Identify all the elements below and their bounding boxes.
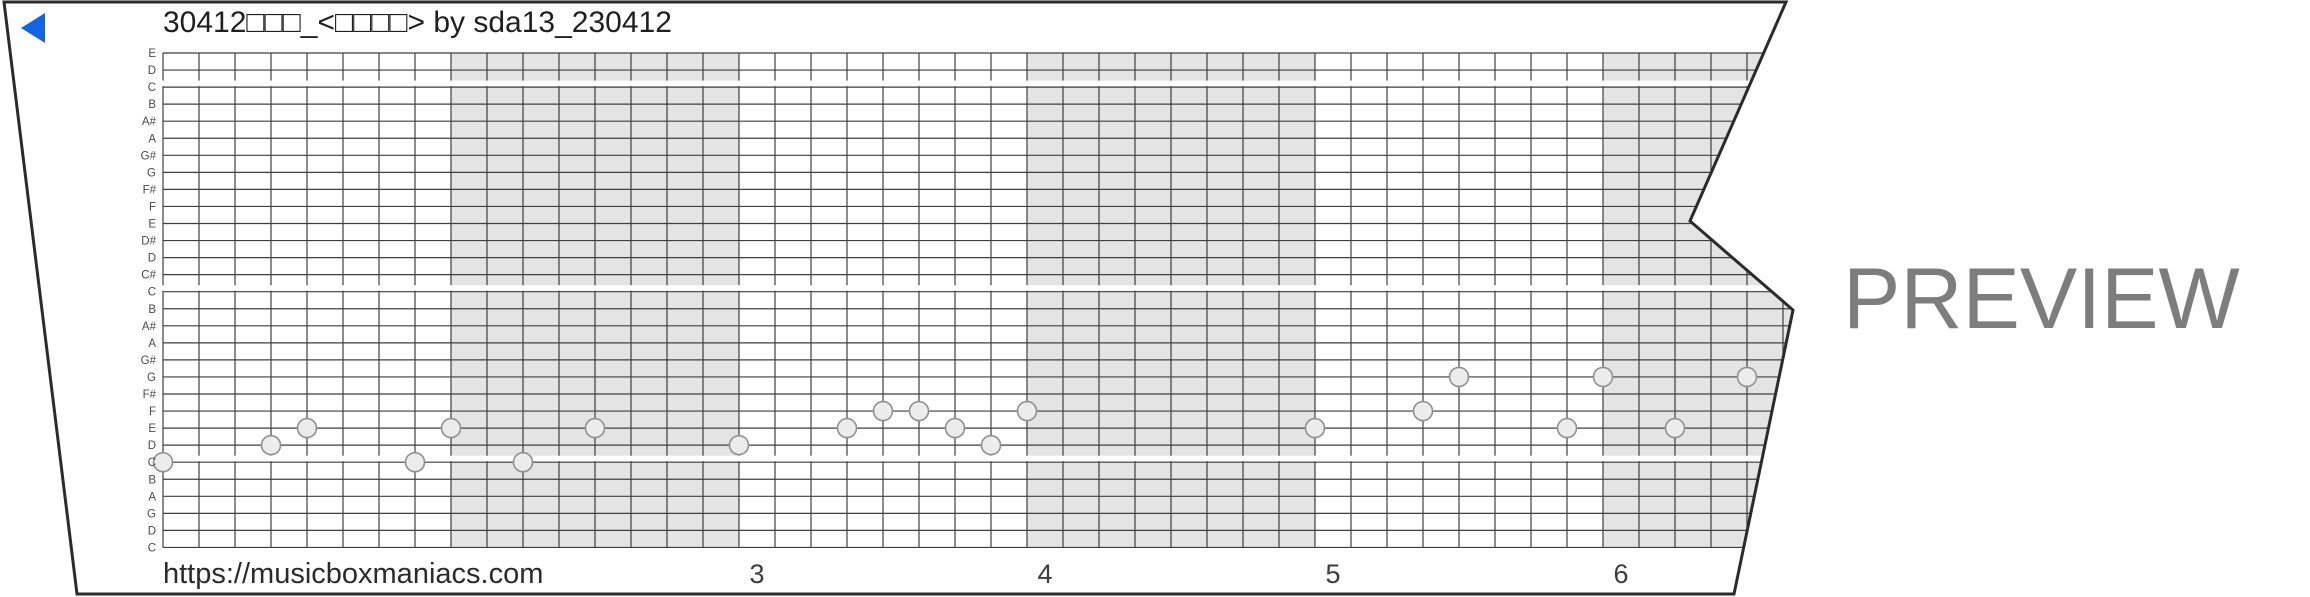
note[interactable] bbox=[260, 434, 282, 456]
note-label: F# bbox=[143, 389, 157, 401]
notes bbox=[152, 366, 1758, 473]
note-label: D bbox=[148, 65, 156, 77]
measure-number: 3 bbox=[749, 559, 764, 589]
note[interactable] bbox=[1304, 417, 1326, 439]
note[interactable] bbox=[1664, 417, 1686, 439]
note-label: C bbox=[148, 82, 156, 94]
grid-horizontal-lines bbox=[163, 52, 1793, 549]
preview-watermark: PREVIEW bbox=[1843, 251, 2240, 347]
note-label: E bbox=[148, 48, 156, 60]
note-label: B bbox=[148, 474, 156, 486]
note[interactable] bbox=[872, 400, 894, 422]
note-label: A# bbox=[142, 116, 157, 128]
note-label: B bbox=[148, 99, 156, 111]
note[interactable] bbox=[980, 434, 1002, 456]
note-label: G bbox=[147, 508, 156, 520]
note[interactable] bbox=[1412, 400, 1434, 422]
note[interactable] bbox=[1592, 366, 1614, 388]
note-label: G bbox=[147, 167, 156, 179]
note[interactable] bbox=[404, 451, 426, 473]
back-icon[interactable] bbox=[21, 13, 45, 43]
octave-gap bbox=[161, 455, 1793, 462]
octave-gap bbox=[161, 80, 1793, 87]
note-label: A bbox=[148, 491, 156, 503]
note-label: C# bbox=[141, 270, 156, 282]
note[interactable] bbox=[944, 417, 966, 439]
note-label: E bbox=[148, 219, 156, 231]
note-label: A bbox=[148, 133, 156, 145]
measure-number: 5 bbox=[1325, 559, 1340, 589]
strip-title: 30412□□□_<□□□□> by sda13_230412 bbox=[163, 6, 672, 39]
octave-gap bbox=[161, 285, 1793, 291]
measure-numbers: 3 4 5 6 bbox=[749, 559, 1628, 589]
note[interactable] bbox=[1556, 417, 1578, 439]
measure-number: 4 bbox=[1037, 559, 1052, 589]
note-label: D bbox=[148, 253, 156, 265]
note-label: F bbox=[149, 201, 156, 213]
note[interactable] bbox=[512, 451, 534, 473]
note[interactable] bbox=[728, 434, 750, 456]
note[interactable] bbox=[1448, 366, 1470, 388]
note[interactable] bbox=[1016, 400, 1038, 422]
site-url[interactable]: https://musicboxmaniacs.com bbox=[163, 558, 543, 590]
note[interactable] bbox=[152, 451, 174, 473]
measure-number: 6 bbox=[1613, 559, 1628, 589]
strip-border bbox=[2, 0, 1795, 596]
note[interactable] bbox=[836, 417, 858, 439]
note[interactable] bbox=[440, 417, 462, 439]
note-label: D# bbox=[141, 236, 156, 248]
note[interactable] bbox=[296, 417, 318, 439]
note-label: D bbox=[148, 440, 156, 452]
note-label: D bbox=[148, 525, 156, 537]
note-label: A# bbox=[142, 321, 157, 333]
note-label: B bbox=[148, 304, 156, 316]
note-label: G# bbox=[141, 355, 157, 367]
note[interactable] bbox=[1736, 366, 1758, 388]
note[interactable] bbox=[584, 417, 606, 439]
octave-gap-bands bbox=[161, 80, 1793, 462]
strip-paper bbox=[4, 2, 1793, 594]
note-label: E bbox=[148, 423, 156, 435]
note-label: F# bbox=[143, 184, 157, 196]
note-label: C bbox=[148, 457, 156, 469]
note-label: C bbox=[148, 542, 156, 554]
grid-vertical-lines bbox=[162, 53, 1784, 548]
note[interactable] bbox=[908, 400, 930, 422]
note-label: F bbox=[149, 406, 156, 418]
note-label: A bbox=[148, 338, 156, 350]
note-label: C bbox=[148, 287, 156, 299]
note-label: G bbox=[147, 372, 156, 384]
note-label: G# bbox=[141, 150, 157, 162]
